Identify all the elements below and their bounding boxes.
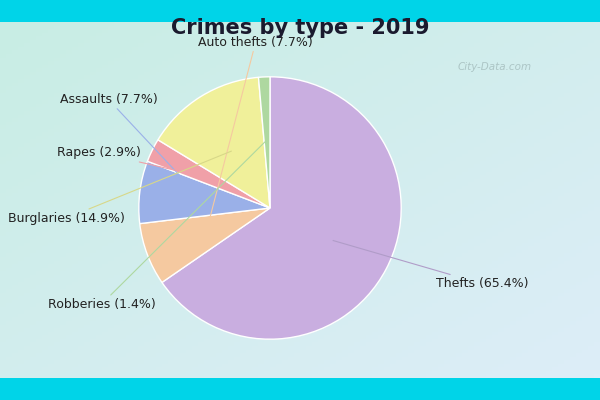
Text: Assaults (7.7%): Assaults (7.7%) xyxy=(59,93,200,198)
Wedge shape xyxy=(162,77,401,339)
Text: Robberies (1.4%): Robberies (1.4%) xyxy=(47,142,265,311)
Wedge shape xyxy=(158,77,270,208)
Text: Burglaries (14.9%): Burglaries (14.9%) xyxy=(8,151,232,225)
Wedge shape xyxy=(259,77,270,208)
Wedge shape xyxy=(139,161,270,224)
Text: City-Data.com: City-Data.com xyxy=(458,62,532,72)
Text: Rapes (2.9%): Rapes (2.9%) xyxy=(57,146,206,177)
Wedge shape xyxy=(148,140,270,208)
Text: Thefts (65.4%): Thefts (65.4%) xyxy=(333,240,529,290)
Text: Auto thefts (7.7%): Auto thefts (7.7%) xyxy=(198,36,313,230)
Wedge shape xyxy=(140,208,270,282)
Text: Crimes by type - 2019: Crimes by type - 2019 xyxy=(171,18,429,38)
